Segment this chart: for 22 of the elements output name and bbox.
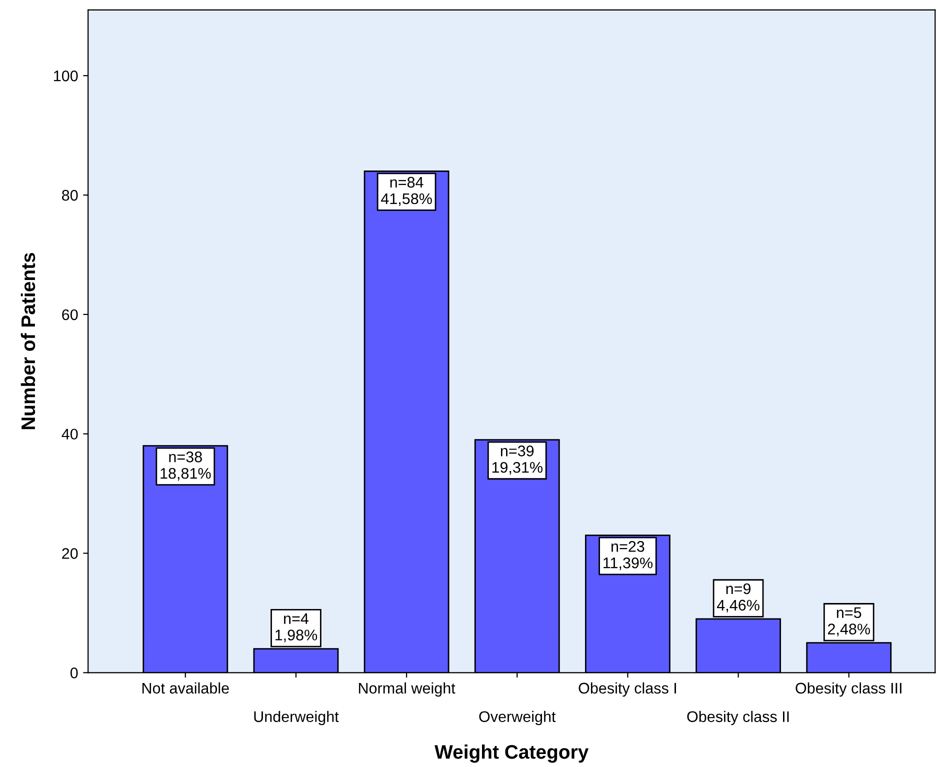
y-tick-label: 100 xyxy=(54,70,78,82)
data-label: n=9 4,46% xyxy=(716,583,760,612)
data-label: n=84 41,58% xyxy=(380,176,432,206)
x-tick-label: Obesity class II xyxy=(687,710,789,726)
data-label: n=38 18,81% xyxy=(160,452,211,481)
y-tick-label: 40 xyxy=(62,428,78,440)
x-tick-label: Underweight xyxy=(254,710,339,726)
data-label: n=23 11,39% xyxy=(604,541,653,570)
x-tick-label: Overweight xyxy=(479,710,556,726)
y-tick-label: 60 xyxy=(62,309,78,320)
data-label: n=39 19,31% xyxy=(492,446,542,475)
x-tick-label: Obesity class I xyxy=(578,682,676,697)
data-label: n=4 1,98% xyxy=(275,613,318,642)
x-tick-label: Obesity class III xyxy=(796,682,902,697)
x-axis-title: Weight Category xyxy=(434,744,589,763)
y-tick-label: 20 xyxy=(62,548,78,559)
data-label: n=5 2,48% xyxy=(828,607,870,636)
x-tick-label: Not available xyxy=(142,682,229,694)
y-tick-label: 0 xyxy=(70,668,78,678)
y-tick-label: 80 xyxy=(62,190,78,201)
x-tick-label: Normal weight xyxy=(358,682,456,697)
y-axis-title: Number of Patients xyxy=(20,252,36,430)
